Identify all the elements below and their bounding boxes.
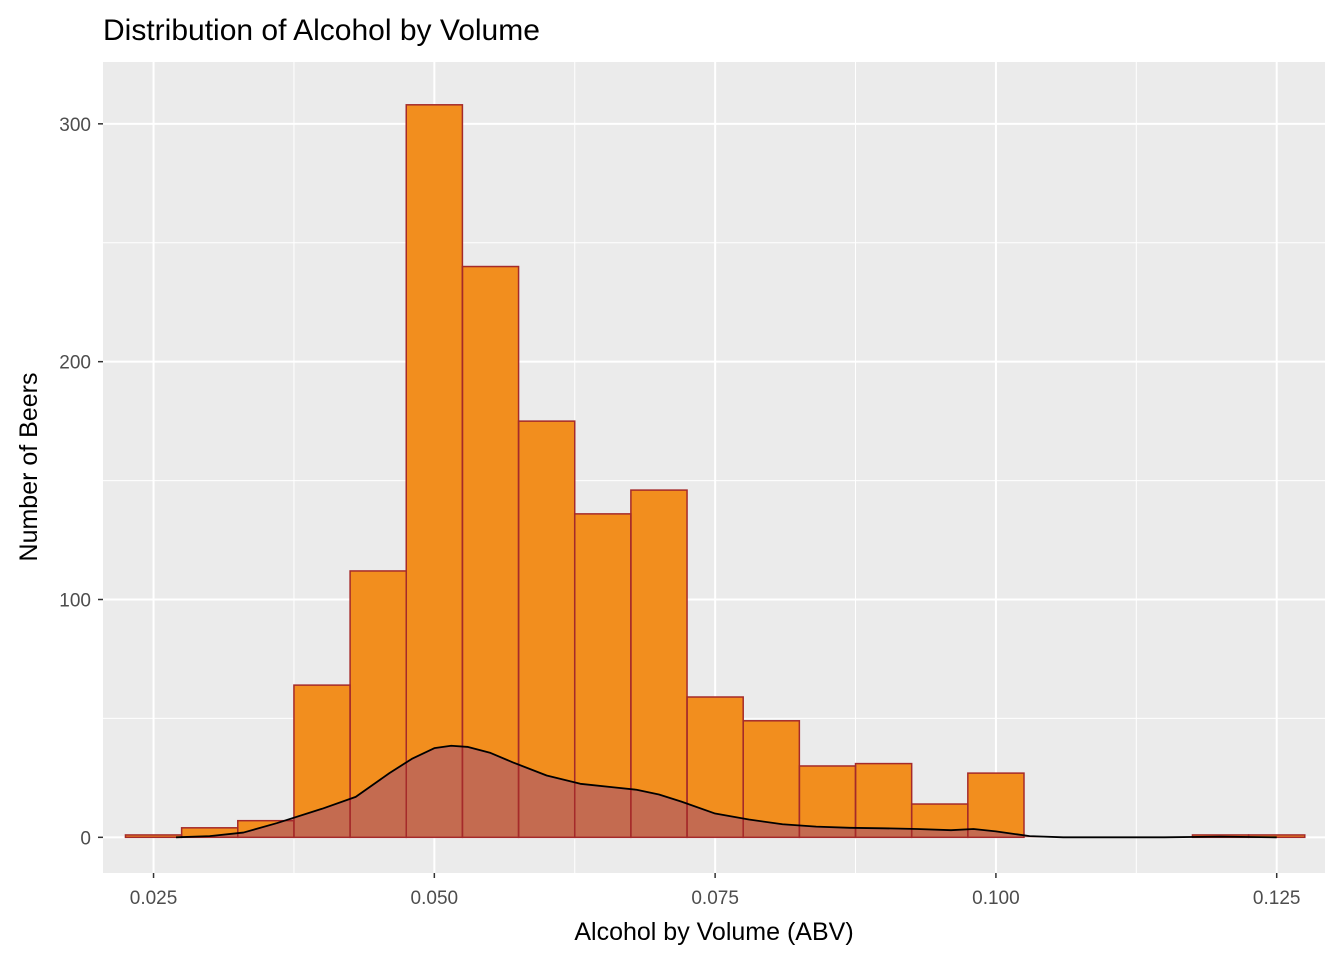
x-tick-label: 0.025 <box>130 888 178 909</box>
histogram-bar <box>967 773 1024 838</box>
histogram-bar <box>181 827 238 838</box>
x-axis: 0.025 0.050 0.075 0.100 0.125 <box>130 873 1301 909</box>
histogram-bars <box>125 104 1305 838</box>
histogram-bar <box>630 490 688 838</box>
y-tick-label: 200 <box>59 353 91 374</box>
histogram-bar-outline <box>854 762 913 839</box>
x-tick-label: 0.125 <box>1253 888 1301 909</box>
y-tick-label: 0 <box>80 828 91 849</box>
x-tick-label: 0.100 <box>972 888 1020 909</box>
histogram-bar <box>1248 834 1305 838</box>
y-axis-title: Number of Beers <box>15 373 43 562</box>
y-tick-label: 100 <box>59 590 91 611</box>
x-tick-label: 0.075 <box>691 888 739 909</box>
x-axis-title: Alcohol by Volume (ABV) <box>574 918 853 946</box>
histogram-bar <box>855 763 912 838</box>
histogram-bar <box>462 266 519 838</box>
histogram-bar <box>743 720 800 838</box>
histogram-bar-outline <box>630 489 688 839</box>
density-line <box>175 744 1277 839</box>
x-tick-label: 0.050 <box>411 888 459 909</box>
density-area <box>176 745 1277 838</box>
histogram-bar-outline <box>967 772 1025 839</box>
y-tick-label: 300 <box>59 115 91 136</box>
y-axis: 0 100 200 300 <box>59 115 103 849</box>
chart-title: Distribution of Alcohol by Volume <box>103 14 540 47</box>
histogram-bar <box>406 104 463 838</box>
histogram-bar <box>125 834 182 838</box>
